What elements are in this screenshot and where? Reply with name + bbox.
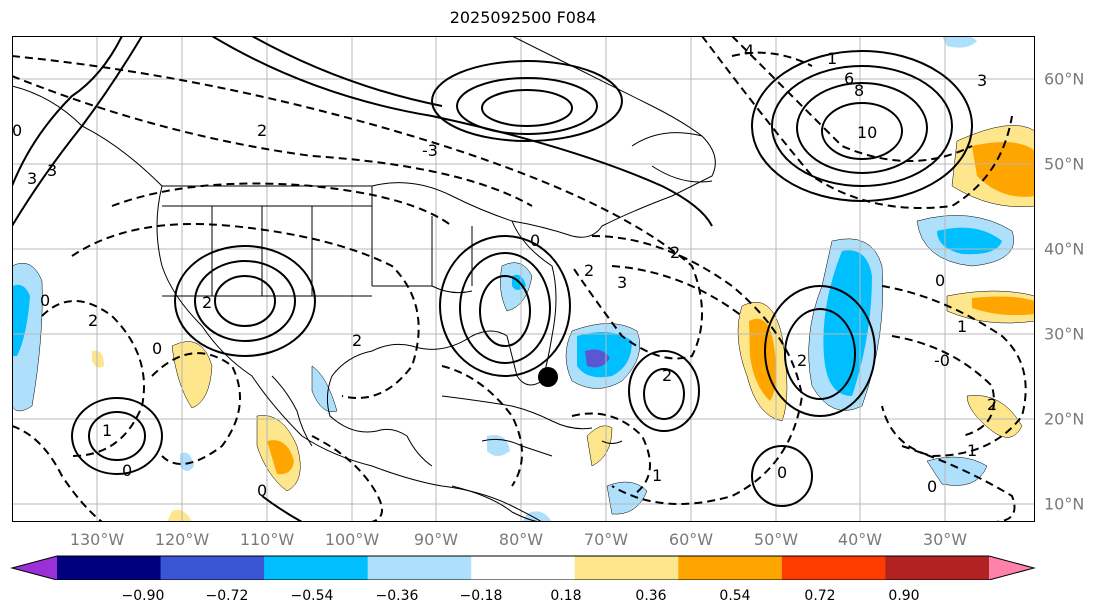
colorbar-extend-high — [989, 556, 1034, 580]
colorbar-tick-label: 0.72 — [804, 588, 836, 604]
colorbar-tick-label: −0.54 — [290, 588, 334, 604]
contour-label: 2 — [797, 351, 807, 370]
lon-label: 130°W — [69, 530, 125, 549]
lat-label: 60°N — [1044, 69, 1085, 89]
lat-label: 20°N — [1044, 409, 1085, 429]
lon-label: 80°W — [498, 530, 544, 549]
colorbar-segment — [57, 556, 162, 580]
contour-label: 1 — [957, 317, 967, 336]
map-title: 2025092500 F084 — [449, 8, 597, 27]
contour-label: 6 — [844, 69, 854, 88]
contour-label: 0 — [530, 231, 540, 250]
storm-position-marker — [538, 367, 558, 387]
lon-label: 60°W — [668, 530, 714, 549]
contour-label: 2 — [202, 293, 212, 312]
negative-contours — [12, 36, 1027, 522]
colorbar-segment — [264, 556, 369, 580]
colorbar-tick-label: −0.90 — [121, 588, 165, 604]
lon-label: 50°W — [753, 530, 799, 549]
contour-label: 2 — [88, 311, 98, 330]
colorbar — [10, 555, 1036, 580]
contour-label: 0 — [777, 463, 787, 482]
colorbar-extend-low — [12, 556, 57, 580]
contour-label: 0 — [927, 477, 937, 496]
colorbar-tick-label: 0.18 — [550, 588, 582, 604]
lon-label: 40°W — [837, 530, 883, 549]
contour-label: 0 — [152, 339, 162, 358]
lat-label: 50°N — [1044, 154, 1085, 174]
colorbar-segment — [471, 556, 576, 580]
contour-label: 8 — [854, 81, 864, 100]
contour-label: 2 — [987, 395, 997, 414]
colorbar-segment — [678, 556, 783, 580]
lon-label: 110°W — [239, 530, 295, 549]
contour-label: -3 — [422, 141, 438, 160]
contour-label: 1 — [652, 466, 662, 485]
contour-label: 3 — [27, 169, 37, 188]
contour-label: 2 — [584, 261, 594, 280]
colorbar-segment — [367, 556, 472, 580]
contour-label: -0 — [934, 351, 950, 370]
contour-label: 10 — [857, 123, 877, 142]
contour-label: 2 — [662, 366, 672, 385]
coastlines — [12, 36, 716, 522]
positive-contours — [12, 36, 973, 522]
contour-label: 1 — [102, 421, 112, 440]
colorbar-tick-label: 0.90 — [888, 588, 920, 604]
lon-label: 100°W — [324, 530, 380, 549]
contour-label: 0 — [935, 271, 945, 290]
colorbar-segment — [781, 556, 886, 580]
lon-label: 30°W — [922, 530, 968, 549]
colorbar-tick-label: −0.72 — [205, 588, 249, 604]
lon-label: 70°W — [583, 530, 629, 549]
lat-label: 40°N — [1044, 239, 1085, 259]
colorbar-tick-label: 0.54 — [719, 588, 751, 604]
contour-labels: 4 1 6 8 10 3 2 -3 0 3 3 2 3 2 2 0 2 0 2 … — [12, 41, 997, 500]
contour-label: 2 — [352, 331, 362, 350]
contour-label: 3 — [617, 273, 627, 292]
lon-label: 90°W — [413, 530, 459, 549]
colorbar-tick-label: −0.18 — [459, 588, 503, 604]
map-panel: 4 1 6 8 10 3 2 -3 0 3 3 2 3 2 2 0 2 0 2 … — [12, 36, 1035, 522]
colorbar-outline — [10, 555, 1036, 580]
contour-label: 2 — [257, 121, 267, 140]
lat-label: 30°N — [1044, 324, 1085, 344]
contour-label: 0 — [257, 481, 267, 500]
contour-label: 0 — [40, 291, 50, 310]
contour-label: 0 — [12, 121, 22, 140]
contour-label: 3 — [47, 161, 57, 180]
contour-label: 1 — [827, 49, 837, 68]
contour-label: 2 — [670, 243, 680, 262]
graticule — [12, 36, 1035, 522]
colorbar-tick-label: −0.36 — [375, 588, 419, 604]
colorbar-segment — [885, 556, 990, 580]
contour-label: 1 — [967, 441, 977, 460]
contour-label: 3 — [977, 71, 987, 90]
lon-label: 120°W — [154, 530, 210, 549]
contour-label: 0 — [122, 461, 132, 480]
colorbar-segment — [160, 556, 265, 580]
colorbar-tick-label: 0.36 — [635, 588, 667, 604]
lat-label: 10°N — [1044, 494, 1085, 514]
contour-label: 4 — [744, 41, 754, 60]
colorbar-segment — [574, 556, 679, 580]
